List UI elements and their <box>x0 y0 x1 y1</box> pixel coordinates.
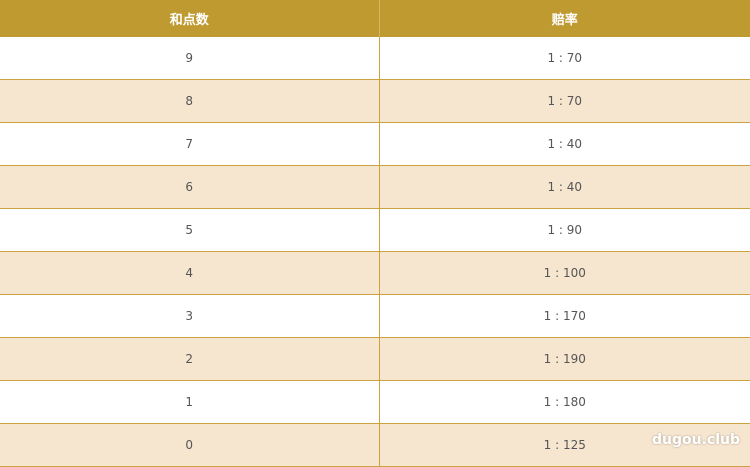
watermark: dugou.club <box>652 432 740 448</box>
table-cell: 8 <box>0 79 380 123</box>
table-cell: 3 <box>0 294 380 338</box>
table-cell: 9 <box>0 37 380 80</box>
table-cell: 0 <box>0 423 380 467</box>
table-cell: 1 : 40 <box>379 165 750 209</box>
table-cell: 4 <box>0 251 380 295</box>
table-cell: 1 : 125 <box>379 423 750 467</box>
table-cell: 6 <box>0 165 380 209</box>
table-cell: 1 : 170 <box>379 294 750 338</box>
table-cell: 1 : 180 <box>379 380 750 424</box>
table-cell: 1 : 70 <box>379 79 750 123</box>
table-cell: 1 : 90 <box>379 208 750 252</box>
table-cell: 1 : 70 <box>379 37 750 80</box>
table-cell: 7 <box>0 122 380 166</box>
header-row: 和点数 赔率 <box>0 0 750 37</box>
header-cell: 和点数 <box>0 0 380 37</box>
table-cell: 1 : 40 <box>379 122 750 166</box>
table-cell: 2 <box>0 337 380 381</box>
table-cell: 5 <box>0 208 380 252</box>
header-cell: 赔率 <box>379 0 750 37</box>
table-cell: 1 <box>0 380 380 424</box>
table-cell: 1 : 190 <box>379 337 750 381</box>
table-cell: 1 : 100 <box>379 251 750 295</box>
